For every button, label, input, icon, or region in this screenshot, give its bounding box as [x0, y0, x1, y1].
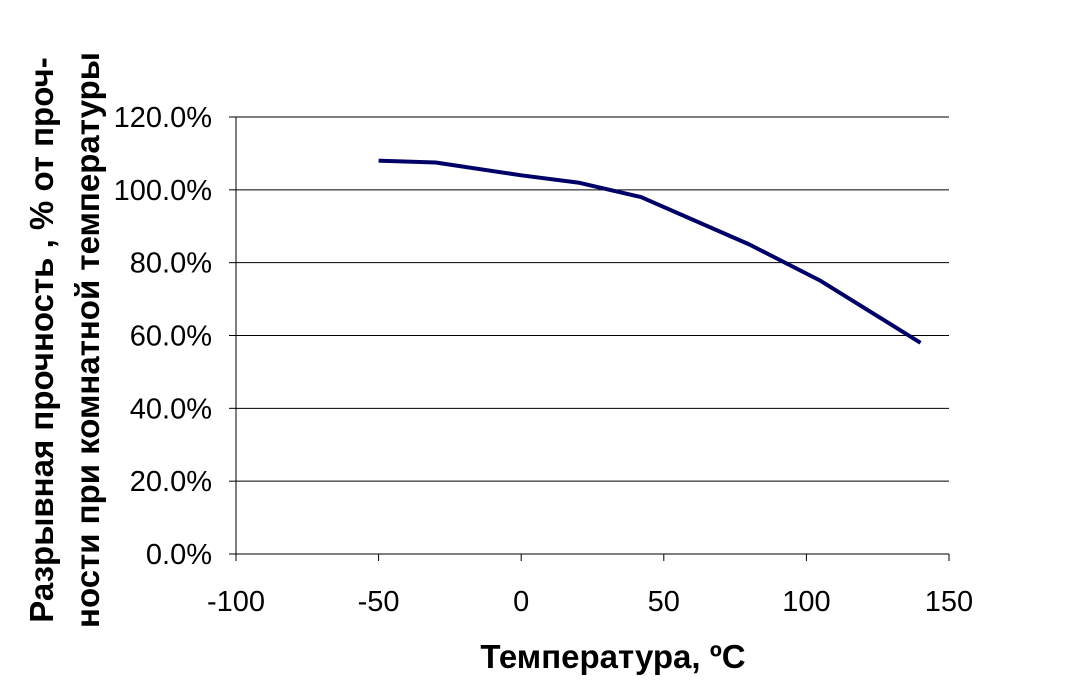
y-tick-label: 80.0% — [130, 248, 212, 280]
x-axis-title: Температура, ºC — [480, 638, 745, 675]
y-tick-label: 0.0% — [146, 539, 212, 571]
series-line — [378, 158, 922, 345]
y-axis-title-line-1: Разрывная прочность , % от проч- — [23, 57, 60, 622]
y-axis-title-line-2: ности при комнатной температуры — [69, 52, 106, 628]
x-tick-label: 0 — [513, 586, 529, 618]
x-tick-labels: -100 -50 0 50 100 150 — [207, 586, 973, 618]
gridlines — [236, 116, 949, 482]
x-tick-label: 50 — [648, 586, 680, 618]
x-tick-label: -100 — [207, 586, 265, 618]
y-tick-label: 120.0% — [114, 102, 212, 134]
y-axis-title: Разрывная прочность , % от проч- ности п… — [23, 52, 106, 628]
axes — [229, 116, 950, 561]
x-tick-label: -50 — [358, 586, 400, 618]
series-group — [378, 158, 922, 345]
y-tick-labels: 0.0% 20.0% 40.0% 60.0% 80.0% 100.0% 120.0% — [114, 102, 212, 571]
y-tick-label: 20.0% — [130, 466, 212, 498]
y-tick-label: 40.0% — [130, 393, 212, 425]
y-tick-label: 60.0% — [130, 321, 212, 353]
x-tick-label: 150 — [925, 586, 973, 618]
y-tick-label: 100.0% — [114, 175, 212, 207]
x-tick-label: 100 — [782, 586, 830, 618]
